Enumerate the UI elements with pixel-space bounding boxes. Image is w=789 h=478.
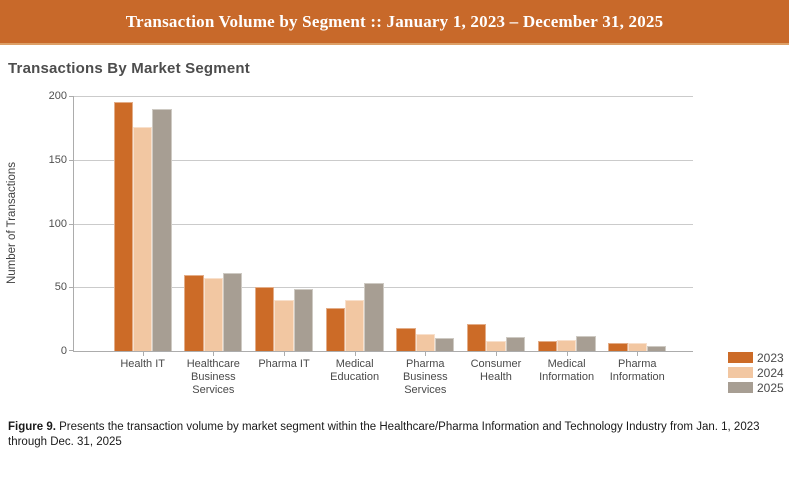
header-banner: Transaction Volume by Segment :: January… bbox=[0, 0, 789, 45]
bar-group-2 bbox=[184, 273, 243, 351]
x-axis-label-5: Pharma Business Services bbox=[402, 358, 448, 396]
x-axis-label-7: Medical Information bbox=[539, 358, 595, 383]
x-tick-mark-2 bbox=[213, 352, 215, 356]
bar-2023-5 bbox=[396, 328, 416, 351]
bar-2024-7 bbox=[556, 339, 577, 351]
legend-item-2024: 2024 bbox=[728, 365, 784, 380]
y-tick-mark-50 bbox=[69, 287, 74, 289]
bar-2024-5 bbox=[415, 334, 435, 351]
bar-group-7 bbox=[537, 335, 596, 351]
bar-2025-1 bbox=[152, 108, 172, 351]
x-axis-label-2: Healthcare Business Services bbox=[186, 358, 240, 396]
y-axis-title: Number of Transactions bbox=[6, 161, 18, 285]
legend-item-2025: 2025 bbox=[728, 380, 784, 395]
y-tick-label-0: 0 bbox=[60, 345, 67, 357]
bar-2023-3 bbox=[255, 287, 275, 351]
bar-2024-6 bbox=[486, 340, 506, 351]
bar-group-3 bbox=[255, 287, 313, 351]
bar-2025-2 bbox=[223, 273, 243, 351]
bar-2024-1 bbox=[133, 126, 153, 351]
bar-2023-6 bbox=[466, 324, 487, 351]
banner-title: Transaction Volume by Segment :: January… bbox=[125, 11, 664, 31]
x-tick-mark-4 bbox=[354, 352, 356, 356]
x-tick-mark-1 bbox=[142, 352, 144, 356]
bar-2025-5 bbox=[434, 338, 455, 351]
bar-2023-4 bbox=[325, 307, 345, 351]
gridline-200 bbox=[74, 96, 693, 97]
y-tick-label-200: 200 bbox=[48, 90, 67, 102]
bar-2025-4 bbox=[364, 283, 384, 351]
x-tick-mark-7 bbox=[566, 352, 568, 356]
bar-group-5 bbox=[396, 328, 455, 351]
bar-group-8 bbox=[608, 343, 667, 351]
legend-swatch-2023 bbox=[728, 352, 753, 363]
bar-2024-4 bbox=[344, 300, 365, 351]
bar-2023-7 bbox=[537, 340, 557, 351]
x-tick-mark-3 bbox=[284, 352, 285, 356]
bar-2025-3 bbox=[293, 288, 313, 351]
figure-caption: Figure 9. Presents the transaction volum… bbox=[8, 420, 784, 450]
legend-swatch-2024 bbox=[728, 367, 753, 378]
x-axis-label-4: Medical Education bbox=[330, 358, 380, 383]
legend-item-2023: 2023 bbox=[728, 350, 784, 365]
legend-label-2025: 2025 bbox=[757, 380, 784, 395]
x-axis-label-6: Consumer Health bbox=[470, 358, 522, 383]
x-axis-label-8: Pharma Information bbox=[609, 358, 665, 383]
bar-2023-8 bbox=[608, 343, 628, 351]
figure-caption-label: Figure 9. bbox=[8, 421, 60, 433]
bar-2023-1 bbox=[113, 102, 134, 351]
bar-group-6 bbox=[466, 324, 525, 351]
bar-group-1 bbox=[113, 102, 172, 351]
legend-label-2024: 2024 bbox=[757, 365, 784, 380]
x-tick-mark-5 bbox=[425, 352, 427, 356]
bar-2024-3 bbox=[274, 300, 294, 351]
y-tick-mark-150 bbox=[69, 159, 74, 161]
legend-swatch-2025 bbox=[728, 382, 753, 393]
bar-2024-8 bbox=[627, 343, 647, 351]
y-tick-mark-100 bbox=[69, 223, 74, 225]
bar-2025-7 bbox=[576, 335, 596, 351]
chart-title: Transactions By Market Segment bbox=[8, 60, 250, 77]
bar-group-4 bbox=[325, 283, 384, 351]
x-tick-mark-6 bbox=[495, 352, 497, 356]
gridline-100 bbox=[74, 223, 693, 225]
x-axis-label-3: Pharma IT bbox=[258, 358, 310, 370]
bar-2023-2 bbox=[184, 274, 204, 351]
y-tick-label-100: 100 bbox=[48, 217, 67, 230]
plot-area: 0 50 100 150 200 Health IT Healthcare Business… bbox=[49, 90, 693, 396]
x-tick-mark-8 bbox=[637, 352, 639, 356]
bar-2025-6 bbox=[505, 336, 525, 351]
bar-2024-2 bbox=[203, 278, 223, 351]
figure-caption-text: Presents the transaction volume by marke… bbox=[8, 421, 760, 448]
legend-label-2023: 2023 bbox=[757, 350, 784, 365]
y-tick-label-150: 150 bbox=[48, 153, 67, 166]
legend: 2023 2024 2025 bbox=[728, 350, 784, 395]
x-axis-label-1: Health IT bbox=[120, 358, 165, 370]
y-tick-mark-200 bbox=[69, 96, 74, 97]
y-tick-mark-0 bbox=[69, 350, 74, 351]
gridline-150 bbox=[74, 159, 693, 161]
y-tick-label-50: 50 bbox=[54, 281, 67, 294]
bar-2025-8 bbox=[646, 345, 667, 351]
